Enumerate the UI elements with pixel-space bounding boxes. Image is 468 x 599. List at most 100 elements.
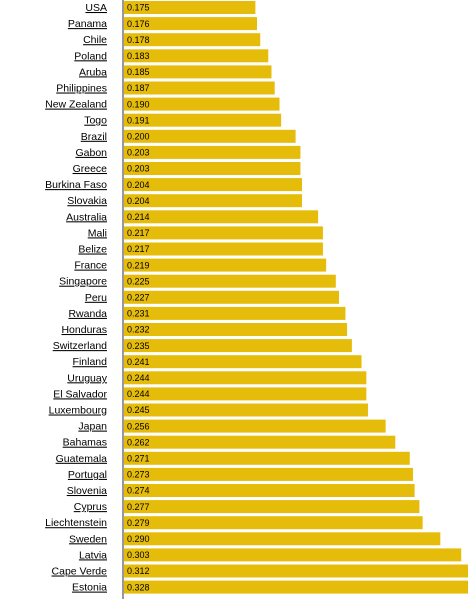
bar-row: Luxembourg 0.245 <box>49 403 368 417</box>
value-label: 0.175 <box>127 3 150 13</box>
bar-row: Cape Verde 0.312 <box>52 564 468 578</box>
bar <box>124 387 367 401</box>
country-label[interactable]: El Salvador <box>53 388 107 400</box>
value-label: 0.227 <box>127 293 150 303</box>
bar-row: Estonia 0.328 <box>72 580 468 594</box>
country-label[interactable]: Singapore <box>59 276 107 288</box>
value-label: 0.274 <box>127 486 150 496</box>
bar <box>124 178 303 192</box>
country-label[interactable]: Aruba <box>79 66 107 78</box>
country-label[interactable]: Gabon <box>75 147 107 159</box>
value-label: 0.176 <box>127 19 150 29</box>
country-label[interactable]: Peru <box>85 292 107 304</box>
bar <box>124 548 462 562</box>
bar <box>124 419 386 433</box>
country-label[interactable]: Luxembourg <box>49 405 108 417</box>
value-label: 0.214 <box>127 212 150 222</box>
value-label: 0.225 <box>127 276 150 286</box>
country-label[interactable]: Panama <box>68 18 107 30</box>
bar <box>124 435 396 449</box>
country-label[interactable]: Estonia <box>72 582 107 594</box>
bar-row: USA 0.175 <box>85 1 256 14</box>
value-label: 0.232 <box>127 325 150 335</box>
bar-row: Mali 0.217 <box>88 226 323 240</box>
bar <box>124 532 441 546</box>
bar <box>124 113 282 127</box>
country-label[interactable]: Bahamas <box>63 437 107 449</box>
country-label[interactable]: Uruguay <box>67 372 107 384</box>
bar <box>124 65 272 79</box>
bar <box>124 484 415 497</box>
value-label: 0.235 <box>127 341 150 351</box>
bar-row: Guatemala 0.271 <box>56 451 410 465</box>
country-label[interactable]: Slovenia <box>67 485 107 497</box>
bar <box>124 500 420 514</box>
country-label[interactable]: Switzerland <box>53 340 107 352</box>
country-label[interactable]: Poland <box>74 50 107 62</box>
value-label: 0.183 <box>127 51 150 61</box>
bar <box>124 242 323 256</box>
country-label[interactable]: Greece <box>73 163 108 175</box>
bar-row: Cyprus 0.277 <box>74 500 420 514</box>
country-label[interactable]: Togo <box>84 115 107 127</box>
country-label[interactable]: Burkina Faso <box>45 179 107 191</box>
bar-row: Finland 0.241 <box>73 355 362 369</box>
country-label[interactable]: Finland <box>73 356 108 368</box>
country-label[interactable]: Mali <box>88 227 107 239</box>
country-label[interactable]: Latvia <box>79 549 107 561</box>
country-label[interactable]: Cape Verde <box>52 566 108 578</box>
bar-row: Togo 0.191 <box>84 113 282 127</box>
bar <box>124 290 340 304</box>
bar-row: Sweden 0.290 <box>69 532 441 546</box>
bar-row: Liechtenstein 0.279 <box>45 516 423 530</box>
value-label: 0.190 <box>127 99 150 109</box>
bar <box>124 355 362 369</box>
country-label[interactable]: Rwanda <box>68 308 107 320</box>
bar-row: Portugal 0.273 <box>68 467 413 481</box>
country-label[interactable]: Belize <box>78 244 107 256</box>
country-label[interactable]: France <box>74 260 107 272</box>
bar <box>124 81 275 95</box>
country-label[interactable]: Liechtenstein <box>45 517 107 529</box>
bar <box>124 33 261 47</box>
country-label[interactable]: Guatemala <box>56 453 108 465</box>
country-label[interactable]: Portugal <box>68 469 107 481</box>
value-label: 0.200 <box>127 132 150 142</box>
bar <box>124 403 368 417</box>
value-label: 0.303 <box>127 550 150 560</box>
bar <box>124 226 323 240</box>
country-label[interactable]: Brazil <box>81 131 107 143</box>
country-label[interactable]: Honduras <box>61 324 107 336</box>
country-label[interactable]: Cyprus <box>74 501 107 513</box>
bar <box>124 580 468 594</box>
bar-row: Latvia 0.303 <box>79 548 462 562</box>
value-label: 0.203 <box>127 148 150 158</box>
bar-row: Philippines 0.187 <box>56 81 275 95</box>
bar-row: Slovakia 0.204 <box>67 194 303 208</box>
value-label: 0.178 <box>127 35 150 45</box>
country-label[interactable]: Australia <box>66 211 107 223</box>
value-label: 0.277 <box>127 502 150 512</box>
country-label[interactable]: Chile <box>83 34 107 46</box>
bar-row: Peru 0.227 <box>85 290 340 304</box>
country-label[interactable]: USA <box>85 2 107 14</box>
bar-row: Aruba 0.185 <box>79 65 272 79</box>
bar-row: Burkina Faso 0.204 <box>45 178 303 192</box>
value-label: 0.273 <box>127 470 150 480</box>
value-label: 0.328 <box>127 582 150 592</box>
country-label[interactable]: Japan <box>78 421 107 433</box>
bar-row: Japan 0.256 <box>78 419 386 433</box>
bar <box>124 467 413 481</box>
bar-row: Belize 0.217 <box>78 242 323 256</box>
bar <box>124 129 296 143</box>
bar-row: Uruguay 0.244 <box>67 371 367 385</box>
bar <box>124 306 346 320</box>
value-label: 0.217 <box>127 228 150 238</box>
country-label[interactable]: New Zealand <box>45 99 107 111</box>
country-label[interactable]: Sweden <box>69 533 107 545</box>
bar <box>124 97 280 111</box>
bar <box>124 17 258 31</box>
country-label[interactable]: Slovakia <box>67 195 107 207</box>
value-label: 0.245 <box>127 405 150 415</box>
country-label[interactable]: Philippines <box>56 83 107 95</box>
